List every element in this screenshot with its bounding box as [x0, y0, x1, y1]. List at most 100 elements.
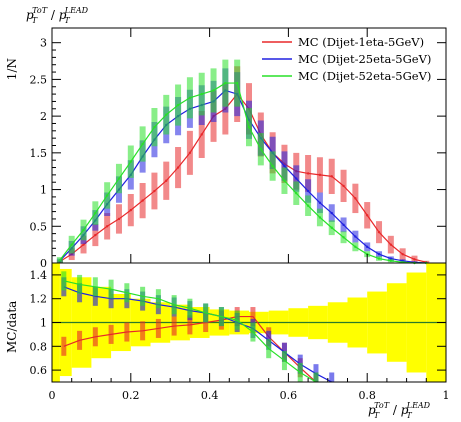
- data-point: [389, 259, 393, 262]
- top-xlabel-sub: T: [32, 16, 38, 25]
- legend-entry: MC (Dijet-52eta-5GeV): [298, 69, 431, 83]
- top-x-axis-label: pTToT / pTLEAD: [26, 6, 89, 25]
- top-y-tick-label: 1.5: [30, 147, 48, 160]
- data-point: [401, 252, 404, 256]
- data-point: [141, 142, 144, 146]
- data-point: [306, 204, 310, 207]
- data-point: [165, 113, 168, 116]
- top-y-tick-label: 0.5: [30, 220, 48, 233]
- data-point: [235, 81, 239, 85]
- data-point: [330, 211, 333, 215]
- series-1: [56, 66, 430, 264]
- top-y-tick-label: 0: [40, 257, 47, 270]
- data-point: [389, 243, 393, 246]
- ratio-panel: 0.60.811.21.4 0 0.2 0.4 0.6 0.8 1 MC/data pTT…: [5, 262, 450, 420]
- data-point: [366, 245, 369, 249]
- data-point: [318, 173, 322, 177]
- data-point: [188, 151, 192, 155]
- ratio-line: [63, 315, 317, 383]
- data-point: [129, 160, 132, 163]
- top-series-group: [56, 59, 430, 265]
- xlabel-sep: /: [389, 403, 401, 417]
- x-tick-label: 1: [443, 389, 450, 402]
- top-xlabel-sub2: T: [64, 16, 70, 25]
- data-point: [176, 166, 180, 169]
- top-xlabel-base: p: [26, 8, 34, 22]
- top-xlabel-base2: p: [59, 8, 67, 22]
- data-point: [377, 257, 381, 260]
- top-xlabel-sep: /: [47, 8, 59, 22]
- data-point: [94, 211, 97, 215]
- top-y-axis: 0 0.5 1 1.5 2 2.5 3: [30, 37, 446, 270]
- ratio-series-group: [61, 271, 335, 383]
- data-point: [153, 125, 156, 129]
- series-2: [56, 68, 428, 265]
- ratio-y-tick-label: 0.8: [30, 340, 48, 353]
- data-point: [176, 103, 180, 107]
- data-point: [413, 258, 416, 261]
- xlabel-base: p: [368, 403, 376, 417]
- data-point: [200, 92, 203, 96]
- data-point: [342, 184, 345, 188]
- top-y-tick-label: 2: [40, 110, 47, 123]
- xlabel-sup2: LEAD: [406, 401, 431, 410]
- top-y-tick-label: 3: [40, 37, 47, 50]
- top-xlabel-sup2: LEAD: [64, 6, 89, 15]
- series-line: [59, 93, 427, 263]
- data-point: [295, 192, 298, 195]
- data-point: [153, 189, 156, 193]
- top-y-axis-label: 1/N: [5, 58, 19, 80]
- data-point: [389, 257, 393, 260]
- data-point: [271, 164, 274, 168]
- xlabel-sub: T: [374, 411, 380, 420]
- data-point: [117, 217, 121, 221]
- ratio-y-axis-label: MC/data: [5, 301, 19, 353]
- ratio-x-axis: 0 0.2 0.4 0.6 0.8 1: [49, 373, 450, 402]
- ratio-line: [63, 286, 333, 383]
- series-3: [56, 59, 428, 265]
- data-point: [247, 125, 251, 129]
- data-point: [377, 252, 381, 256]
- x-tick-label: 0.6: [280, 389, 298, 402]
- xlabel-sub2: T: [406, 411, 412, 420]
- xlabel-base2: p: [401, 403, 409, 417]
- data-point: [58, 258, 62, 262]
- data-point: [141, 199, 144, 202]
- ratio-y-axis: 0.6 0.8 1 1.2 1.4: [30, 269, 446, 377]
- top-y-tick-label: 1: [40, 184, 47, 197]
- data-point: [212, 89, 215, 92]
- data-point: [129, 208, 132, 212]
- data-point: [366, 214, 369, 217]
- series-line: [59, 89, 427, 264]
- data-point: [354, 235, 357, 238]
- x-tick-label: 0.4: [201, 389, 219, 402]
- xlabel-sup: ToT: [374, 401, 390, 410]
- data-point: [70, 243, 73, 246]
- data-point: [105, 194, 109, 197]
- data-point: [295, 177, 298, 180]
- ratio-series-3: [61, 271, 319, 383]
- data-point: [330, 226, 333, 229]
- data-point: [318, 216, 322, 219]
- legend: MC (Dijet-1eta-5GeV) MC (Dijet-25eta-5GeV…: [262, 35, 431, 83]
- legend-entry: MC (Dijet-1eta-5GeV): [298, 35, 424, 49]
- data-point: [117, 177, 121, 180]
- data-point: [259, 147, 263, 151]
- top-panel: 00.511.522.53 1/N pTToT / pTLEAD MC (Dij…: [5, 6, 447, 270]
- top-xlabel-sup: ToT: [32, 6, 48, 15]
- top-y-tick-label: 2.5: [30, 73, 48, 86]
- data-point: [283, 179, 286, 182]
- data-point: [342, 236, 345, 239]
- x-tick-label: 0.8: [358, 389, 376, 402]
- x-tick-label: 0.2: [122, 389, 140, 402]
- data-point: [330, 175, 333, 178]
- ratio-y-tick-label: 0.6: [30, 364, 48, 377]
- legend-entry: MC (Dijet-25eta-5GeV): [298, 52, 431, 66]
- data-point: [82, 243, 85, 246]
- data-point: [342, 223, 345, 227]
- data-point: [306, 189, 310, 193]
- data-point: [94, 233, 97, 237]
- data-point: [224, 81, 227, 85]
- data-point: [377, 230, 381, 234]
